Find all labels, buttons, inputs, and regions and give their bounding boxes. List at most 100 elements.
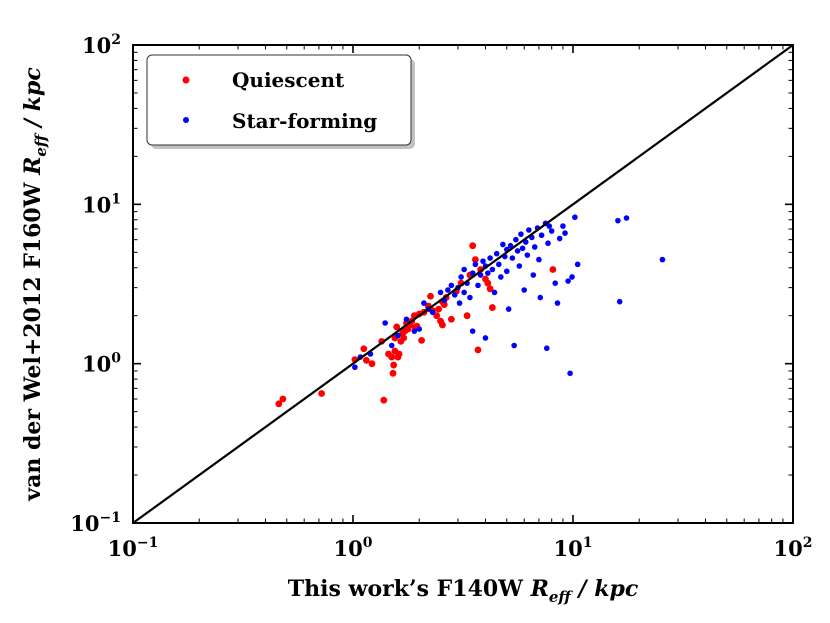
quiescent-point <box>463 312 471 320</box>
legend: Quiescent Star-forming <box>146 54 415 149</box>
star-forming-point <box>538 232 545 239</box>
quiescent-point <box>549 266 557 273</box>
star-forming-point <box>554 300 561 306</box>
star-forming-point <box>437 289 444 296</box>
star-forming-point <box>569 274 575 280</box>
quiescent-point <box>279 395 287 403</box>
star-forming-point <box>505 306 512 312</box>
x-axis-label: This work’s F140W Reff / kpc <box>288 576 639 606</box>
star-forming-point <box>493 250 500 257</box>
quiescent-point <box>439 321 446 329</box>
star-forming-point <box>531 244 538 250</box>
star-forming-point <box>352 364 358 371</box>
y-tick-label: 102 <box>82 32 121 58</box>
y-tick-label: 100 <box>82 351 121 377</box>
quiescent-point <box>433 312 441 320</box>
quiescent-point <box>360 345 368 353</box>
star-forming-point <box>456 300 463 306</box>
quiescent-point <box>418 336 425 344</box>
star-forming-point <box>498 274 504 280</box>
star-forming-point <box>543 345 550 352</box>
x-tick-label: 100 <box>334 535 373 561</box>
star-forming-point <box>516 263 523 269</box>
star-forming-point <box>461 266 467 273</box>
star-forming-point <box>556 235 563 242</box>
star-forming-point <box>480 258 486 264</box>
one-to-one-line <box>132 44 794 524</box>
data-points <box>275 214 666 408</box>
star-forming-point <box>467 294 473 301</box>
legend-label-quiescent: Quiescent <box>232 68 345 92</box>
star-forming-point <box>537 294 544 301</box>
star-forming-point <box>659 256 666 263</box>
star-forming-point <box>518 231 524 237</box>
star-forming-point <box>514 248 521 254</box>
star-forming-point <box>536 256 542 263</box>
star-forming-point <box>562 230 568 236</box>
star-forming-point <box>482 335 489 341</box>
one-to-one-line-layer <box>132 44 794 524</box>
quiescent-point <box>388 353 396 361</box>
star-forming-point <box>513 236 519 243</box>
star-forming-point <box>429 309 436 316</box>
star-forming-point <box>560 223 566 229</box>
quiescent-point <box>469 242 477 250</box>
star-forming-point <box>496 261 502 268</box>
star-forming-point <box>395 332 401 339</box>
star-forming-point <box>487 255 493 261</box>
quiescent-point <box>484 279 492 287</box>
plot-frame <box>132 44 794 524</box>
star-forming-point <box>503 268 510 275</box>
star-forming-point <box>519 245 526 252</box>
star-forming-point <box>458 274 464 280</box>
star-forming-point <box>388 342 395 349</box>
star-forming-point <box>574 261 581 268</box>
quiescent-point <box>447 315 455 323</box>
y-tick-label: 10−1 <box>70 510 121 536</box>
quiescent-point <box>389 369 397 377</box>
star-forming-point <box>461 289 467 296</box>
quiescent-point <box>395 350 403 358</box>
x-tick-labels: 10−1 100 101 102 <box>108 535 813 561</box>
star-forming-point <box>411 328 418 334</box>
star-forming-point <box>507 242 514 249</box>
star-forming-point <box>548 228 555 234</box>
star-forming-point <box>521 287 527 293</box>
star-forming-point <box>382 320 388 326</box>
y-axis-label: van der Wel+2012 F160W Reff / kpc <box>20 67 50 502</box>
quiescent-point <box>275 400 283 408</box>
legend-marker-quiescent <box>182 76 190 84</box>
y-tick-label: 101 <box>82 191 121 217</box>
quiescent-point <box>318 390 326 397</box>
legend-label-star-forming: Star-forming <box>232 109 377 133</box>
star-forming-point <box>567 370 573 377</box>
quiescent-point <box>474 346 482 354</box>
quiescent-point <box>488 304 496 311</box>
star-forming-point <box>475 282 481 289</box>
quiescent-point <box>486 285 494 293</box>
star-forming-point <box>489 266 496 273</box>
x-tick-label: 101 <box>554 535 593 561</box>
star-forming-point <box>485 270 491 276</box>
y-tick-labels: 10−1 100 101 102 <box>70 32 121 536</box>
star-forming-point <box>616 298 623 305</box>
x-tick-label: 10−1 <box>108 535 159 561</box>
star-forming-point <box>509 255 516 261</box>
star-forming-point <box>469 270 476 276</box>
star-forming-point <box>572 214 578 221</box>
star-forming-point <box>445 287 451 293</box>
quiescent-point <box>427 292 434 300</box>
star-forming-point <box>491 289 498 296</box>
star-forming-point <box>546 223 553 229</box>
star-forming-point <box>500 241 506 248</box>
quiescent-point <box>440 301 448 308</box>
quiescent-point <box>380 396 388 404</box>
star-forming-point <box>416 326 423 332</box>
quiescent-point <box>368 360 376 368</box>
star-forming-point <box>524 252 531 258</box>
star-forming-point <box>511 342 517 349</box>
legend-marker-star-forming <box>183 117 189 123</box>
star-forming-point <box>615 217 621 224</box>
star-forming-point <box>552 280 558 286</box>
